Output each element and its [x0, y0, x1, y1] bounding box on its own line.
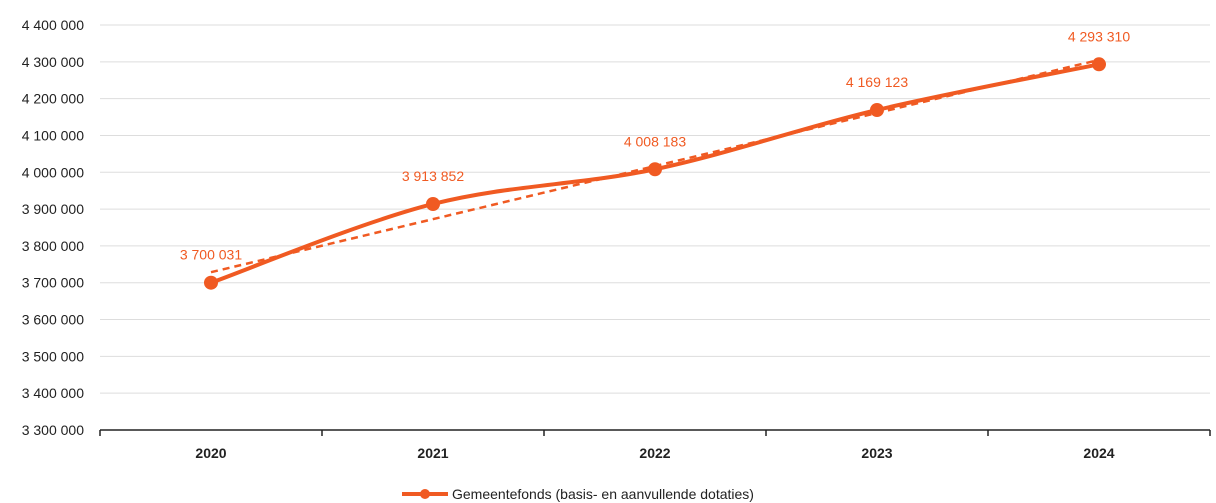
y-tick-label: 3 300 000: [22, 422, 84, 438]
legend-entry: Gemeentefonds (basis- en aanvullende dot…: [452, 486, 754, 502]
x-tick-label: 2023: [861, 445, 892, 461]
x-tick-label: 2022: [639, 445, 670, 461]
x-tick-label: 2021: [417, 445, 448, 461]
data-label: 3 700 031: [180, 247, 242, 263]
y-tick-label: 4 400 000: [22, 17, 84, 33]
y-tick-label: 3 500 000: [22, 348, 84, 364]
x-axis: 2020 2021 2022 2023 2024: [99, 429, 1211, 461]
data-point: [870, 103, 884, 118]
gridlines: [100, 24, 1210, 394]
y-tick-label: 3 900 000: [22, 201, 84, 217]
y-tick-label: 3 700 000: [22, 275, 84, 291]
data-labels: 3 700 031 3 913 852 4 008 183 4 169 123 4 29…: [180, 28, 1130, 262]
y-tick-label: 4 100 000: [22, 127, 84, 143]
y-tick-label: 3 800 000: [22, 238, 84, 254]
data-point: [204, 275, 218, 290]
y-tick-label: 4 300 000: [22, 54, 84, 70]
y-tick-label: 3 400 000: [22, 385, 84, 401]
data-label: 3 913 852: [402, 168, 464, 184]
data-point: [1092, 57, 1106, 72]
y-tick-label: 3 600 000: [22, 312, 84, 328]
data-label: 4 169 123: [846, 74, 908, 90]
series: [204, 57, 1106, 290]
x-tick-label: 2024: [1083, 445, 1114, 461]
y-axis: 3 300 000 3 400 000 3 500 000 3 600 000 3 70…: [22, 17, 84, 438]
data-label: 4 008 183: [624, 133, 686, 149]
data-point: [648, 162, 662, 177]
x-tick-label: 2020: [195, 445, 226, 461]
y-tick-label: 4 000 000: [22, 164, 84, 180]
data-label: 4 293 310: [1068, 28, 1130, 44]
legend: Gemeentefonds (basis- en aanvullende dot…: [402, 486, 754, 502]
legend-dot-marker: [420, 489, 430, 499]
data-point: [426, 196, 440, 211]
y-tick-label: 4 200 000: [22, 91, 84, 107]
